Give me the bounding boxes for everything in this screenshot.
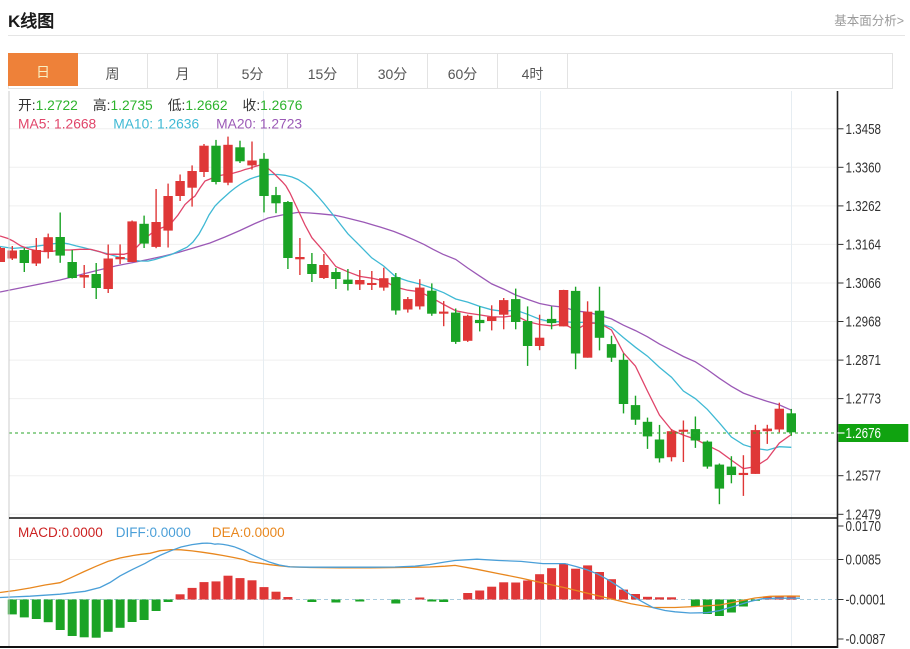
svg-text:1.2871: 1.2871 bbox=[846, 352, 882, 369]
svg-text:1.2968: 1.2968 bbox=[846, 314, 882, 331]
svg-text:1.3458: 1.3458 bbox=[846, 121, 882, 138]
svg-text:1.2479: 1.2479 bbox=[846, 506, 882, 523]
svg-text:0.0170: 0.0170 bbox=[846, 518, 882, 535]
svg-text:-0.0001: -0.0001 bbox=[846, 592, 886, 609]
svg-text:1.2773: 1.2773 bbox=[846, 391, 882, 408]
svg-text:1.2577: 1.2577 bbox=[846, 468, 882, 485]
svg-text:1.3066: 1.3066 bbox=[846, 275, 882, 292]
svg-text:1.3164: 1.3164 bbox=[846, 236, 882, 253]
svg-text:1.2676: 1.2676 bbox=[846, 425, 882, 442]
svg-text:1.3360: 1.3360 bbox=[846, 159, 882, 176]
svg-text:1.3262: 1.3262 bbox=[846, 198, 882, 215]
svg-text:-0.0087: -0.0087 bbox=[846, 631, 886, 648]
svg-text:0.0085: 0.0085 bbox=[846, 552, 882, 569]
